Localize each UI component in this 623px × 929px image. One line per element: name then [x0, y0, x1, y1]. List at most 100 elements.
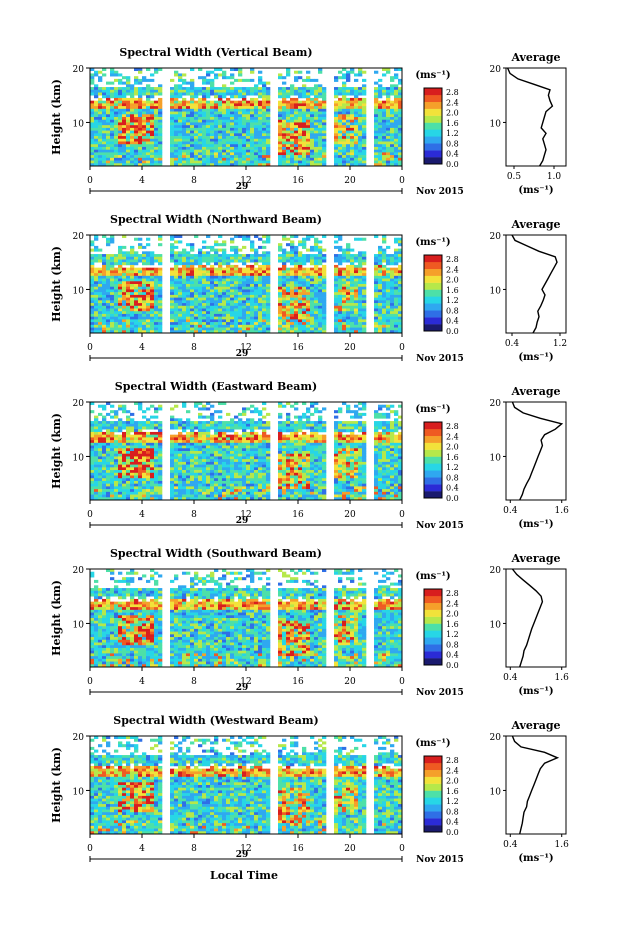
- heatmap-cell: [158, 459, 163, 463]
- heatmap-cell: [206, 89, 211, 93]
- heatmap-cell: [242, 78, 247, 82]
- heatmap-cell: [298, 254, 303, 258]
- heatmap-cell: [150, 297, 155, 301]
- heatmap-cell: [338, 248, 343, 252]
- heatmap-cell: [394, 146, 399, 150]
- heatmap-cell: [174, 125, 179, 129]
- heatmap-cell: [210, 152, 215, 156]
- heatmap-cell: [390, 78, 395, 82]
- heatmap-cell: [262, 111, 267, 115]
- heatmap-cell: [314, 133, 319, 137]
- heatmap-cell: [182, 278, 187, 282]
- heatmap-cell: [214, 100, 219, 104]
- heatmap-cell: [114, 491, 119, 495]
- heatmap-cell: [262, 149, 267, 153]
- heatmap-cell: [294, 286, 299, 290]
- heatmap-cell: [246, 254, 251, 258]
- colorbar-segment: [424, 324, 442, 332]
- heatmap-cell: [294, 308, 299, 312]
- heatmap-cell: [134, 434, 139, 438]
- heatmap-cell: [114, 305, 119, 309]
- heatmap-cell: [374, 292, 379, 296]
- heatmap-cell: [202, 122, 207, 126]
- heatmap-cell: [154, 89, 159, 93]
- panel-3: Spectral Width (Eastward Beam)Height (km…: [50, 380, 569, 531]
- heatmap-cell: [310, 89, 315, 93]
- heatmap-cell: [382, 324, 387, 328]
- heatmap-cell: [358, 138, 363, 142]
- heatmap-cell: [142, 303, 147, 307]
- heatmap-cell: [386, 87, 391, 91]
- heatmap-cell: [318, 111, 323, 115]
- heatmap-cell: [138, 146, 143, 150]
- heatmap-cell: [206, 92, 211, 96]
- heatmap-cell: [202, 136, 207, 140]
- heatmap-cell: [174, 127, 179, 131]
- heatmap-cell: [182, 273, 187, 277]
- heatmap-cell: [242, 262, 247, 266]
- heatmap-cell: [390, 119, 395, 123]
- heatmap-cell: [386, 289, 391, 293]
- heatmap-cell: [302, 84, 307, 88]
- heatmap-cell: [226, 111, 231, 115]
- heatmap-cell: [94, 429, 99, 433]
- heatmap-cell: [122, 235, 127, 239]
- heatmap-cell: [102, 475, 107, 479]
- heatmap-cell: [354, 256, 359, 260]
- heatmap-cell: [302, 130, 307, 134]
- heatmap-cell: [110, 149, 115, 153]
- heatmap-cell: [202, 157, 207, 161]
- heatmap-cell: [318, 262, 323, 266]
- heatmap-cell: [306, 273, 311, 277]
- heatmap-cell: [290, 270, 295, 274]
- heatmap-cell: [318, 127, 323, 131]
- heatmap-cell: [202, 270, 207, 274]
- heatmap-cell: [98, 160, 103, 164]
- heatmap-cell: [346, 284, 351, 288]
- heatmap-cell: [314, 324, 319, 328]
- heatmap-cell: [354, 78, 359, 82]
- heatmap-cell: [130, 313, 135, 317]
- heatmap-cell: [150, 472, 155, 476]
- heatmap-cell: [178, 308, 183, 312]
- heatmap-cell: [206, 319, 211, 323]
- heatmap-cell: [386, 163, 391, 167]
- heatmap-cell: [142, 106, 147, 110]
- colorbar-segment: [424, 129, 442, 137]
- heatmap-cell: [142, 256, 147, 260]
- heatmap-cell: [342, 316, 347, 320]
- heatmap-cell: [206, 275, 211, 279]
- heatmap-cell: [338, 237, 343, 241]
- heatmap-cell: [178, 240, 183, 244]
- heatmap-cell: [98, 313, 103, 317]
- heatmap-cell: [146, 475, 151, 479]
- heatmap-cell: [126, 267, 131, 271]
- heatmap-cell: [90, 133, 95, 137]
- heatmap-cell: [234, 89, 239, 93]
- heatmap-cell: [98, 289, 103, 293]
- heatmap-cell: [378, 108, 383, 112]
- heatmap-cell: [278, 103, 283, 107]
- heatmap-cell: [90, 78, 95, 82]
- heatmap-cell: [110, 294, 115, 298]
- heatmap-cell: [398, 286, 403, 290]
- heatmap-cell: [386, 125, 391, 129]
- heatmap-cell: [358, 122, 363, 126]
- heatmap-cell: [110, 89, 115, 93]
- heatmap-cell: [350, 270, 355, 274]
- heatmap-cell: [130, 470, 135, 474]
- heatmap-cell: [342, 256, 347, 260]
- heatmap-cell: [102, 464, 107, 468]
- heatmap-cell: [350, 281, 355, 285]
- heatmap-cell: [302, 160, 307, 164]
- heatmap-cell: [198, 322, 203, 326]
- heatmap-cell: [130, 453, 135, 457]
- heatmap-cell: [98, 456, 103, 460]
- heatmap-cell: [126, 76, 131, 80]
- heatmap-cell: [178, 155, 183, 159]
- heatmap-cell: [142, 330, 147, 334]
- heatmap-cell: [318, 267, 323, 271]
- heatmap-cell: [118, 491, 123, 495]
- heatmap-cell: [146, 160, 151, 164]
- heatmap-cell: [374, 108, 379, 112]
